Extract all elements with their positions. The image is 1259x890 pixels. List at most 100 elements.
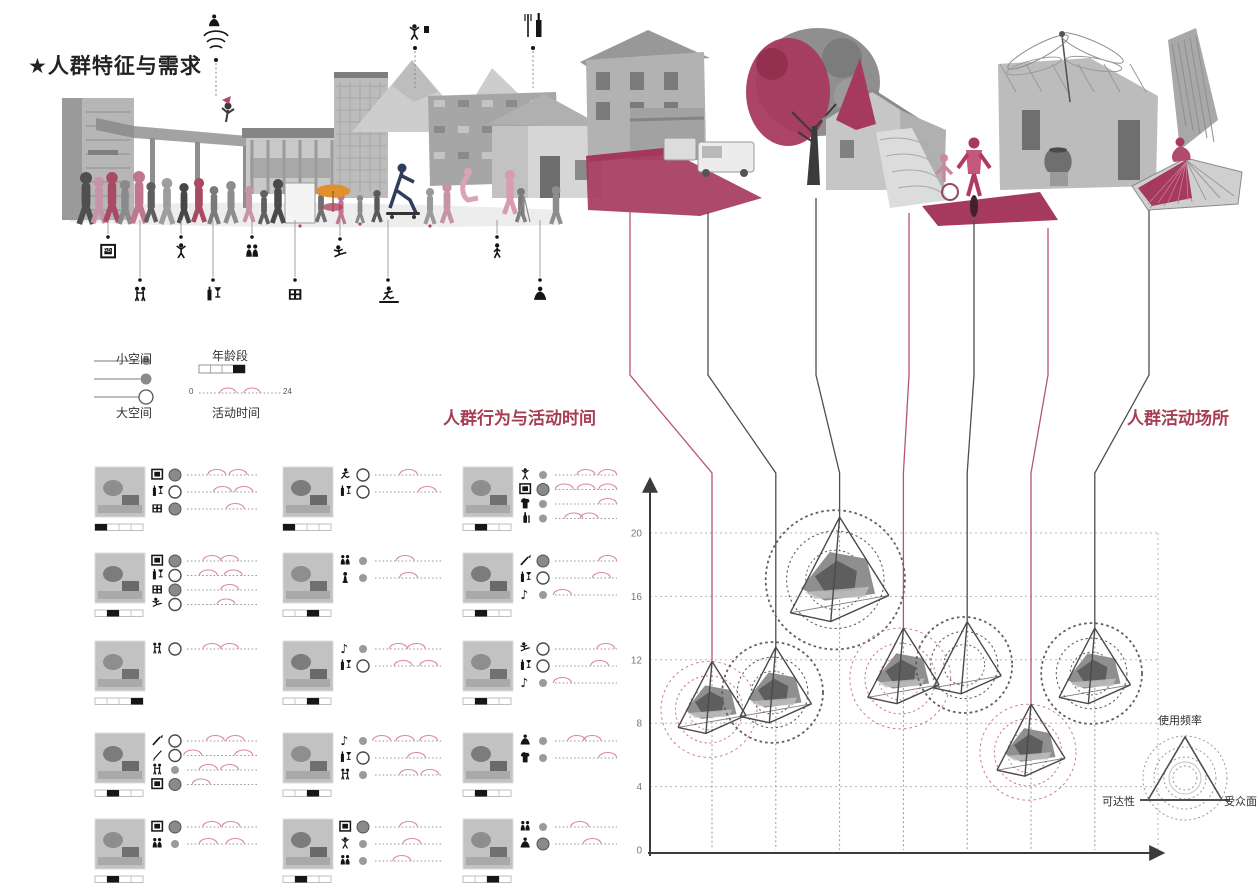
activity-arc	[395, 554, 415, 562]
behavior-cell	[462, 466, 618, 531]
connector-line-red	[629, 212, 713, 662]
activity-arc	[398, 571, 419, 579]
activity-arc	[183, 749, 203, 756]
brush-icon	[520, 554, 531, 566]
space-dot-open	[168, 568, 182, 583]
radar-axis-frequency-label: 使用频率	[1158, 715, 1202, 727]
connector-line-black	[966, 220, 975, 622]
activity-arc	[388, 642, 408, 650]
y-tick-label: 16	[631, 592, 643, 603]
space-dot-filled	[356, 820, 370, 834]
drink-icon	[520, 659, 532, 670]
legend-large-space-label: 大空间	[116, 406, 153, 420]
activity-arc	[221, 820, 241, 828]
montage-bottom-icons: Ab	[100, 220, 546, 303]
space-dot-small	[171, 840, 179, 848]
frame-icon	[151, 554, 164, 566]
activity-arc	[198, 837, 218, 845]
legend-graphics	[94, 357, 281, 405]
age-bar-segment	[307, 610, 319, 617]
activity-arc	[220, 763, 240, 771]
radar-legend	[1140, 735, 1230, 821]
space-dot-open	[356, 751, 370, 765]
space-dot-small	[359, 840, 367, 848]
svg-text:♪: ♪	[340, 734, 348, 748]
space-dot-open	[536, 571, 550, 585]
space-dot-small	[539, 679, 547, 687]
kick-icon	[152, 597, 162, 607]
bottle-icon	[523, 512, 530, 523]
activity-arc	[579, 512, 599, 519]
meditation-icon	[534, 286, 546, 300]
people-icon	[152, 838, 162, 848]
activity-arc	[372, 734, 392, 742]
montage-top-icons	[203, 13, 542, 96]
age-bar-segment	[475, 524, 487, 531]
drink-icon	[340, 485, 352, 496]
behavior-cell	[94, 466, 258, 531]
connector-line-red	[1030, 228, 1049, 705]
activity-arc	[598, 554, 618, 562]
place-chart: 0 4 8 12 16 20	[629, 198, 1166, 861]
activity-arc	[225, 837, 245, 845]
activity-arc	[395, 734, 415, 742]
drink-icon	[152, 568, 164, 580]
behavior-cell	[94, 640, 258, 705]
photo-sign-icon	[100, 243, 116, 259]
place-pyramid-5	[915, 616, 1014, 714]
activity-arc	[212, 485, 233, 493]
age-bar-segment	[475, 610, 487, 617]
activity-arc	[596, 642, 616, 650]
activity-arc	[570, 820, 590, 828]
activity-arc	[220, 583, 240, 591]
behavior-section-label: 人群行为与活动时间	[443, 409, 596, 428]
age-bar-segment	[307, 790, 319, 797]
people-icon	[340, 855, 350, 865]
y-tick-label: 12	[631, 655, 643, 666]
space-dot-filled	[536, 554, 550, 568]
activity-arc	[234, 749, 254, 756]
space-dot-small	[539, 737, 547, 745]
connector-line-black	[707, 212, 777, 648]
activity-arc	[234, 485, 254, 493]
svg-text:Ab: Ab	[104, 248, 112, 254]
martial-arts-icon	[333, 245, 347, 258]
space-dot-open	[536, 659, 550, 673]
activity-arc	[552, 676, 572, 684]
activity-arc	[419, 659, 439, 667]
rating-rings-black	[1055, 637, 1128, 710]
legend-small-space-label: 小空间	[116, 352, 153, 366]
couple-icon	[341, 768, 350, 780]
space-dot-open	[536, 642, 550, 656]
space-dot-open	[168, 485, 182, 499]
places-section-label: 人群活动场所	[1127, 409, 1229, 428]
activity-arc	[576, 483, 596, 490]
dragonfly-sketch-icon	[1006, 31, 1124, 103]
activity-arc	[202, 554, 222, 562]
meditate-icon	[520, 837, 530, 848]
frame-icon	[151, 778, 164, 790]
place-pyramid-3	[764, 509, 906, 651]
couple-icon	[153, 763, 162, 775]
space-dot-open	[168, 642, 182, 656]
space-dot-open	[168, 734, 182, 748]
rating-rings-black	[764, 509, 906, 651]
y-tick-label: 0	[636, 846, 642, 857]
place-pyramid-2	[721, 641, 824, 744]
age-bar-segment	[131, 698, 143, 705]
activity-arc	[591, 571, 612, 579]
space-dot-open	[356, 468, 370, 482]
space-dot-small	[359, 574, 367, 582]
frame-icon	[151, 820, 164, 832]
age-bar-segment	[283, 524, 295, 531]
activity-arc	[398, 768, 419, 776]
shirt-icon	[520, 497, 530, 509]
space-dot-small	[359, 557, 367, 565]
activity-arc	[598, 497, 618, 505]
activity-arc	[198, 569, 218, 576]
activity-arc	[582, 837, 602, 845]
legend-age-group-label: 年龄段	[212, 349, 249, 363]
activity-arc	[202, 642, 222, 650]
